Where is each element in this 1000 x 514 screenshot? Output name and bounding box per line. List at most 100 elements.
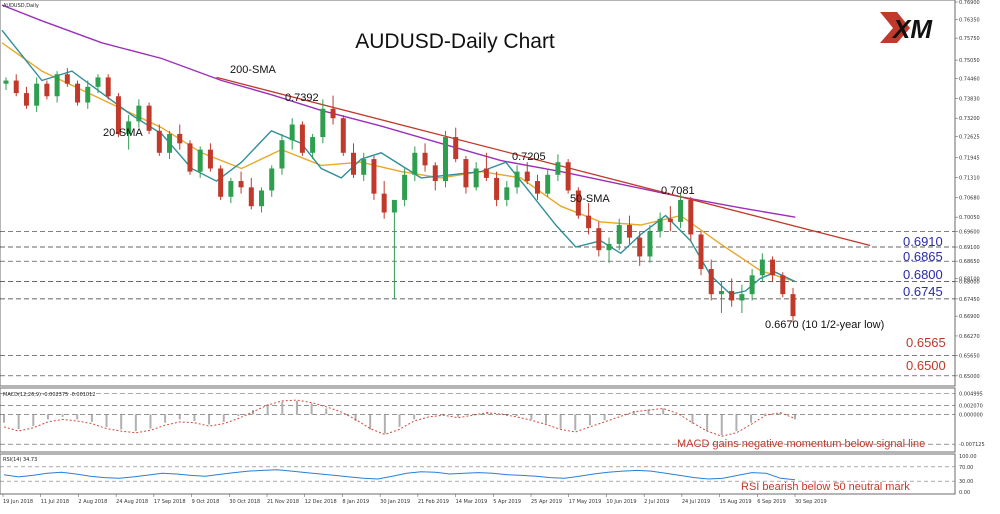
- date-tick-label: 17 May 2019: [569, 499, 602, 505]
- candle-body: [218, 168, 224, 197]
- price-tick-label: 0.66270: [959, 334, 980, 340]
- candle-body: [167, 133, 173, 153]
- macd-tick-label: -0.007125: [959, 442, 985, 448]
- candle-body: [698, 234, 704, 270]
- rsi-indicator: 100.00 70.00 30.00 0.00: [0, 454, 977, 496]
- price-tick-label: 0.74460: [959, 77, 980, 83]
- annotation-peak-7081: 0.7081: [661, 185, 695, 197]
- candle-body: [770, 259, 776, 276]
- price-tick-label: 0.73200: [959, 116, 980, 122]
- annotation-low-6670: 0.6670 (10 1/2-year low): [765, 319, 884, 331]
- candle-body: [299, 124, 305, 153]
- level-label-6745: 0.6745: [903, 284, 943, 299]
- candle-body: [351, 152, 357, 175]
- candle-body: [146, 105, 152, 131]
- candle-body: [534, 181, 540, 194]
- date-tick-label: 19 Jun 2018: [3, 499, 33, 505]
- main-panel-frame: [0, 0, 956, 387]
- candle-body: [381, 193, 387, 213]
- candle-body: [678, 199, 684, 222]
- macd-label: MACD(12,26,9) -0.002375 -0.001012: [3, 392, 95, 398]
- date-tick-label: 5 Apr 2019: [493, 499, 521, 505]
- price-tick-label: 0.76900: [959, 0, 980, 6]
- candle-body: [34, 83, 40, 106]
- candle-body: [616, 225, 622, 244]
- macd-tick-label: 0.004995: [959, 391, 983, 397]
- date-tick-label: 21 Feb 2019: [418, 499, 449, 505]
- series-line-20-SMA: [1, 29, 796, 295]
- candle-body: [412, 152, 418, 175]
- candle-body: [575, 190, 581, 216]
- series-line-trendline: [216, 76, 871, 247]
- candle-body: [228, 181, 234, 197]
- candle-body: [136, 105, 142, 122]
- chart-title: AUDUSD-Daily Chart: [355, 30, 555, 53]
- candle-body: [320, 108, 326, 138]
- candle-body: [596, 228, 602, 251]
- price-axis-ticks: 0.76900 0.76350 0.75750 0.75050 0.74460 0.738…: [955, 0, 980, 380]
- candle-body: [340, 118, 346, 153]
- candle-body: [248, 187, 254, 207]
- candle-body: [749, 275, 755, 295]
- candle-body: [156, 130, 162, 153]
- annotation-200-sma: 200-SMA: [230, 64, 277, 76]
- annotation-peak-7205: 0.7205: [512, 151, 546, 163]
- price-tick-label: 0.67450: [959, 297, 980, 303]
- macd-tick-label: 0.002070: [959, 404, 983, 410]
- series-line-50-SMA: [1, 42, 796, 283]
- macd-tick-label: 0.000000: [959, 412, 983, 418]
- date-tick-label: 21 Nov 2018: [267, 499, 299, 505]
- candle-body: [483, 168, 489, 178]
- candle-body: [514, 171, 520, 188]
- rsi-tick-label: 70.00: [959, 465, 973, 471]
- candle-body: [197, 149, 203, 172]
- candle-body: [391, 199, 397, 213]
- annotation-50-sma: 50-SMA: [570, 193, 610, 205]
- series-line-200-SMA: [1, 4, 796, 218]
- candle-body: [207, 149, 213, 169]
- date-tick-label: 30 Sep 2019: [795, 499, 827, 505]
- candle-body: [473, 168, 479, 188]
- candle-body: [494, 177, 500, 200]
- candle-body: [667, 218, 673, 222]
- candle-body: [64, 74, 70, 84]
- candle-body: [3, 80, 9, 84]
- candle-body: [729, 291, 735, 301]
- candle-body: [361, 159, 367, 175]
- price-tick-label: 0.69600: [959, 229, 980, 235]
- candle-body: [606, 243, 612, 251]
- xm-logo: XM: [880, 12, 933, 44]
- candle-body: [54, 74, 60, 97]
- candle-body: [187, 143, 193, 172]
- date-tick-label: 2 Jul 2019: [644, 499, 669, 505]
- price-tick-label: 0.75050: [959, 58, 980, 64]
- price-tick-label: 0.68100: [959, 276, 980, 282]
- date-tick-label: 11 Jul 2018: [41, 499, 69, 505]
- date-tick-label: 14 Mar 2019: [456, 499, 488, 505]
- level-label-6800: 0.6800: [903, 267, 943, 282]
- candle-body: [453, 137, 459, 160]
- level-label-6500: 0.6500: [906, 358, 946, 373]
- candle-body: [637, 237, 643, 257]
- price-tick-label: 0.69100: [959, 245, 980, 251]
- date-tick-label: 9 Oct 2018: [192, 499, 220, 505]
- candle-body: [310, 137, 316, 153]
- date-tick-label: 25 Apr 2019: [531, 499, 562, 505]
- level-label-6910: 0.6910: [903, 234, 943, 249]
- candle-body: [259, 190, 265, 207]
- candle-body: [432, 165, 438, 182]
- candle-body: [463, 159, 469, 188]
- candle-body: [790, 294, 796, 317]
- candle-body: [330, 108, 336, 119]
- rsi-line: [3, 469, 796, 481]
- candle-body: [95, 77, 101, 87]
- candle-body: [126, 121, 132, 134]
- candle-body: [708, 269, 714, 295]
- candle-body: [718, 291, 724, 295]
- date-tick-label: 30 Oct 2018: [229, 499, 260, 505]
- candle-body: [13, 80, 19, 94]
- candle-body: [739, 294, 745, 301]
- macd-panel-frame: [0, 387, 956, 453]
- candle-body: [85, 86, 91, 103]
- candle-body: [177, 133, 183, 144]
